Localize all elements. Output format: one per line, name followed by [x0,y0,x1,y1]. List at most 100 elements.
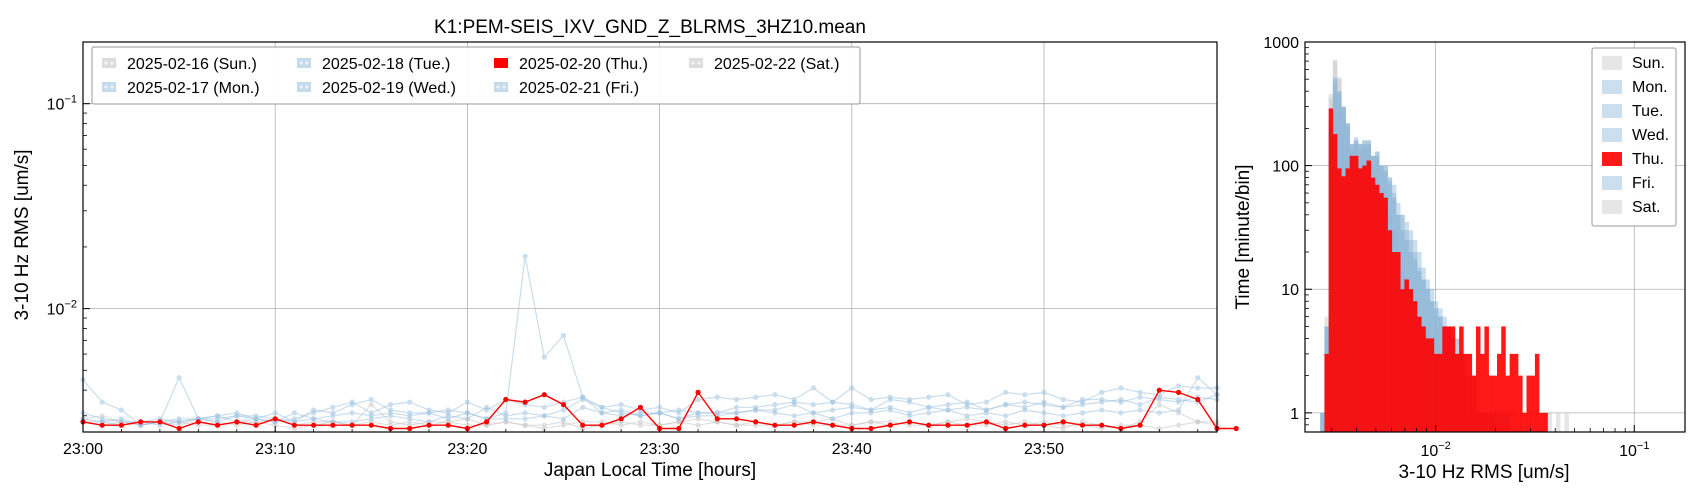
timeseries-legend-marker [305,61,309,65]
timeseries-legend-swatch [494,58,508,68]
timeseries-legend-entry: 2025-02-19 (Wed.) [322,80,456,97]
histogram-bar [1374,184,1380,432]
histogram-y-axis-label: Time [minute/bin] [1233,164,1254,309]
timeseries-data-point [349,399,355,405]
timeseries-data-point [868,396,874,403]
timeseries-data-point [445,416,451,422]
histogram-bar [1446,326,1452,432]
timeseries-data-point [849,385,855,391]
timeseries-y-tick-label: 10−1 [47,94,77,114]
timeseries-legend-swatch [689,58,703,68]
timeseries-data-point [753,407,759,413]
timeseries-series-line [82,256,1218,426]
histogram-bar [1459,326,1464,432]
histogram-bar [1396,252,1401,432]
timeseries-data-point [580,394,586,400]
timeseries-legend-marker [110,85,114,89]
timeseries-data-point [1099,389,1105,395]
timeseries-series-line [83,396,1218,426]
histogram-bar-group [1320,59,1569,432]
histogram-bar [1320,412,1325,432]
timeseries-data-point [945,422,951,428]
timeseries-data-point [503,410,509,416]
histogram-bar [1433,353,1439,432]
histogram-bar [1358,168,1363,432]
timeseries-data-point [772,392,778,398]
timeseries-data-point [926,394,932,400]
histogram-bar [1501,326,1506,432]
timeseries-data-point [541,413,547,419]
timeseries-data-point [772,410,778,416]
timeseries-data-point [99,416,105,422]
timeseries-data-point [253,422,259,428]
timeseries-data-point [464,399,470,405]
timeseries-data-point [733,416,740,422]
timeseries-data-point [464,410,470,416]
timeseries-data-point [964,402,970,408]
histogram-bar [1421,326,1426,432]
histogram-bar [1526,375,1532,432]
timeseries-data-point [522,422,528,428]
timeseries-data-point [1041,389,1047,395]
timeseries-data-point [887,407,893,413]
timeseries-data-point [234,419,240,425]
timeseries-data-point [580,404,586,410]
timeseries-data-point [522,410,528,416]
timeseries-data-point [676,425,682,432]
timeseries-legend-marker [299,85,303,89]
timeseries-data-point [311,416,317,422]
timeseries-data-point [426,422,432,428]
timeseries-data-point [387,410,394,416]
timeseries-data-point [1195,385,1201,391]
histogram-bar [1353,155,1359,432]
timeseries-data-point [945,402,951,408]
histogram-bar [1417,316,1422,432]
timeseries-data-point [176,375,182,381]
timeseries-data-point [1156,402,1162,408]
timeseries-data-point [868,425,874,432]
timeseries-data-point [1003,425,1009,432]
timeseries-data-point [522,399,528,405]
histogram-legend-entry: Fri. [1632,175,1655,192]
timeseries-x-axis-label: Japan Local Time [hours] [544,460,756,481]
timeseries-data-point [1156,425,1162,432]
histogram-bars [1320,59,1569,432]
timeseries-data-point [676,410,682,416]
histogram-bar [1429,338,1435,432]
timeseries-data-point [253,416,259,422]
histogram-bar [1564,412,1569,432]
timeseries-data-point [560,407,567,413]
histogram-legend-swatch [1602,80,1622,94]
timeseries-data-point [1118,399,1124,405]
histogram-legend-swatch [1602,200,1622,214]
histogram-x-tick-label: 10−2 [1420,440,1450,460]
timeseries-data-point [810,410,817,416]
histogram-bar [1400,289,1405,432]
timeseries-data-point [541,422,547,428]
timeseries-data-point [176,419,182,425]
timeseries-y-tick-label: 10−2 [47,299,77,319]
histogram-bar [1442,326,1447,432]
histogram-bar [1320,412,1325,432]
histogram-legend-swatch [1602,152,1622,166]
timeseries-data-point [1041,399,1047,405]
timeseries-data-point [887,422,893,428]
timeseries-data-point [695,422,701,428]
histogram-bar [1555,412,1561,432]
timeseries-data-point [599,404,605,410]
timeseries-data-point [138,419,144,425]
timeseries-data-point [637,422,644,428]
timeseries-title: K1:PEM-SEIS_IXV_GND_Z_BLRMS_3HZ10.mean [434,17,866,38]
histogram-x-tick-label: 10−1 [1619,440,1649,460]
histogram-legend: Sun. Mon. Tue. Wed. Thu. Fri. Sat. [1591,47,1677,227]
histogram-bar [1454,353,1460,432]
timeseries-data-point [868,410,874,416]
timeseries-legend-marker [496,85,500,89]
timeseries-data-point [1176,383,1182,389]
histogram-bar [1492,375,1498,432]
timeseries-data-point [176,425,182,432]
timeseries-data-point [733,410,740,416]
timeseries-legend-swatch [297,82,311,92]
timeseries-data-point [157,419,163,425]
timeseries-data-point [791,396,797,403]
